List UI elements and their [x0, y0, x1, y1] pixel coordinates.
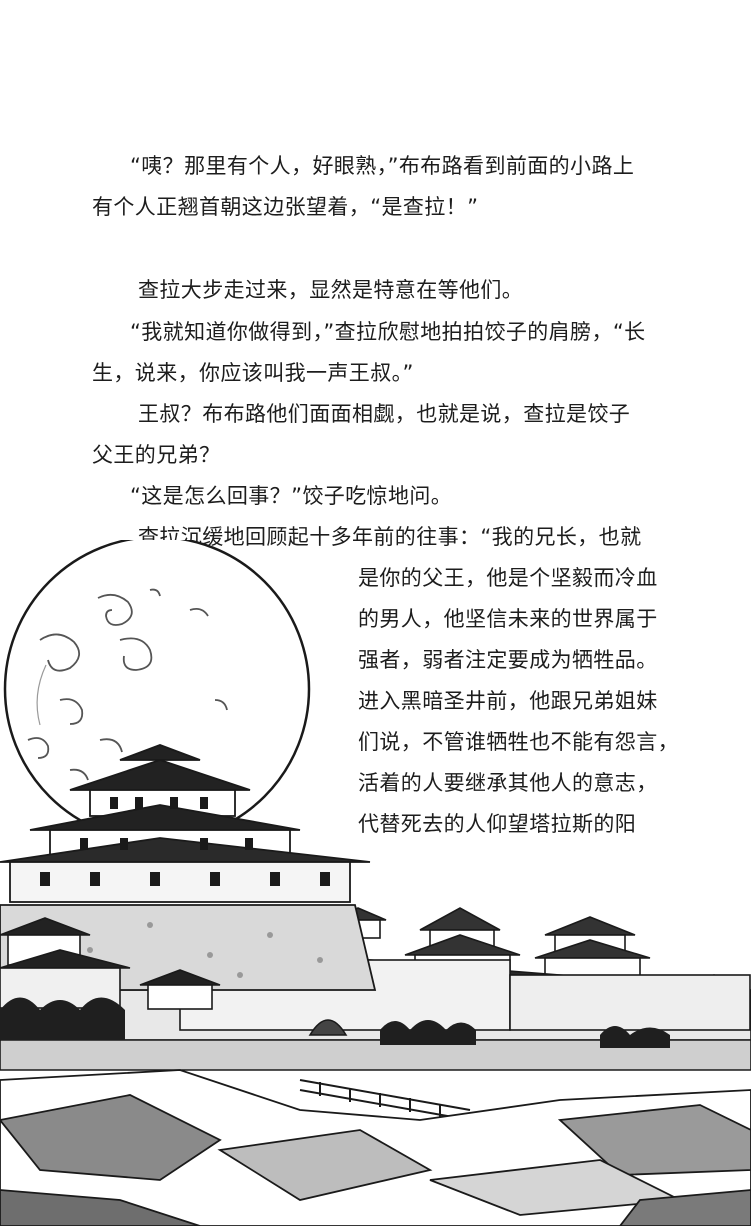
castle-moon-illustration	[0, 540, 751, 1226]
text-line-12: 强者，弱者注定要成为牺牲品。	[358, 648, 658, 672]
text-line-1: “咦？那里有个人，好眼熟，”布布路看到前面的小路上	[130, 154, 635, 178]
rocky-foreground	[0, 1069, 751, 1226]
text-line-11: 的男人，他坚信未来的世界属于	[358, 607, 658, 631]
text-line-3: 查拉大步走过来，显然是特意在等他们。	[138, 278, 524, 302]
text-line-9: 查拉沉缓地回顾起十多年前的往事：“我的兄长，也就	[138, 525, 642, 549]
text-line-7: 父王的兄弟？	[92, 443, 221, 467]
text-line-4: “我就知道你做得到，”查拉欣慰地拍拍饺子的肩膀，“长	[130, 320, 646, 344]
text-line-14: 们说，不管谁牺牲也不能有怨言，	[358, 730, 679, 754]
text-line-6: 王叔？布布路他们面面相觑，也就是说，查拉是饺子	[138, 402, 631, 426]
text-line-2: 有个人正翘首朝这边张望着，“是查拉！”	[92, 195, 479, 219]
text-line-16: 代替死去的人仰望塔拉斯的阳	[358, 812, 637, 836]
text-line-13: 进入黑暗圣井前，他跟兄弟姐妹	[358, 689, 658, 713]
text-line-8: “这是怎么回事？”饺子吃惊地问。	[130, 484, 453, 508]
text-line-10: 是你的父王，他是个坚毅而冷血	[358, 566, 658, 590]
trees	[0, 997, 670, 1048]
bridge	[299, 1079, 471, 1121]
text-line-5: 生，说来，你应该叫我一声王叔。”	[92, 361, 414, 385]
text-line-15: 活着的人要继承其他人的意志，	[358, 771, 658, 795]
